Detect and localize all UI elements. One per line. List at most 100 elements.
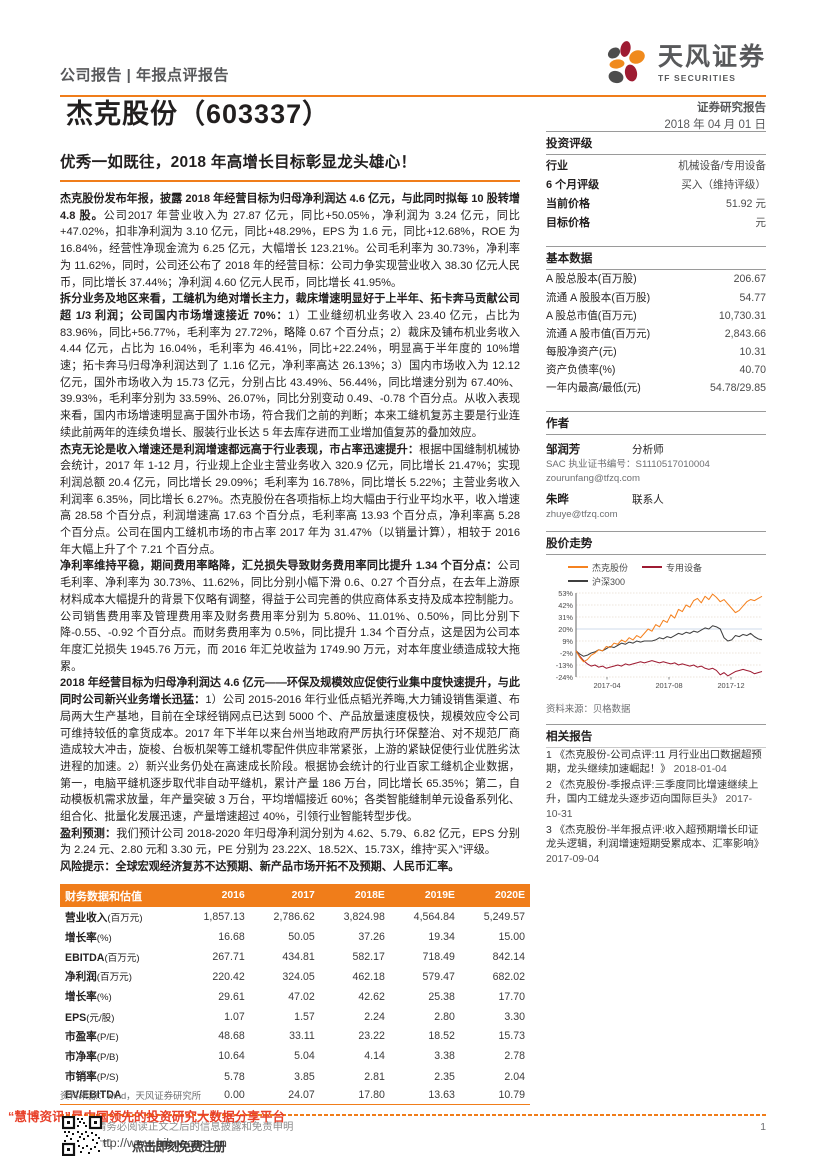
table-row: EV/EBITDA 0.00 24.07 17.80 13.63 10.79: [60, 1086, 530, 1105]
financial-summary-table: 财务数据和估值 2016 2017 2018E 2019E 2020E 营业收入…: [60, 884, 530, 1105]
basic-data-value: 40.70: [739, 364, 766, 377]
table-cell: 29.61: [218, 990, 245, 1003]
paragraph-2-text: 1）工业缝纫机业务收入 23.40 亿元，占比为 83.96%，同比+56.77…: [60, 309, 520, 439]
col-2016: 2016: [179, 884, 250, 907]
table-cell: 2.24: [364, 1010, 385, 1023]
author-detail: zhuye@tfzq.com: [546, 509, 618, 521]
watermark-cta[interactable]: 点击即刻免费注册: [132, 1140, 226, 1154]
author-email[interactable]: zourunfang@tfzq.com: [546, 472, 640, 484]
basic-data-row: 每股净资产(元) 10.31: [546, 343, 766, 361]
table-cell: 17.80: [319, 1086, 390, 1105]
table-cell: 4,564.84: [413, 911, 455, 924]
brand-logo: 天风证券 TF SECURITIES: [604, 40, 766, 89]
related-divider: [546, 746, 766, 748]
rating-value: 买入（维持评级）: [681, 178, 766, 191]
table-cell: 2.78: [504, 1050, 525, 1063]
table-cell: 3.38: [434, 1050, 455, 1063]
basic-data-label: 流通 A 股市值(百万元): [546, 327, 651, 340]
table-row: 市销率(P/S) 5.78 3.85 2.81 2.35 2.04: [60, 1067, 530, 1087]
rating-value: 元: [755, 217, 766, 230]
table-cell: 220.42: [212, 970, 245, 983]
table-cell: 842.14: [492, 950, 525, 963]
basic-data-value: 206.67: [733, 273, 766, 286]
basic-data-label: 流通 A 股股本(百万股): [546, 291, 651, 304]
rating-row: 6 个月评级 买入（维持评级）: [546, 174, 766, 193]
qr-code-icon[interactable]: [61, 1115, 103, 1157]
basic-data-row: 资产负债率(%) 40.70: [546, 361, 766, 379]
rating-label: 行业: [546, 159, 568, 172]
page-title: 杰克股份（603337）: [66, 99, 331, 129]
paragraph-4: 净利率维持平稳，期间费用率略降，汇兑损失导致财务费用率同比提升 1.34 个百分…: [60, 558, 520, 675]
rating-label: 6 个月评级: [546, 178, 600, 191]
chart-divider: [546, 553, 766, 555]
row-label: 市销率(P/S): [65, 1071, 119, 1084]
footer-url[interactable]: http://www.hibor.com.cn: [96, 1136, 227, 1150]
related-top-divider: [546, 723, 766, 725]
table-cell: 3,824.98: [343, 911, 385, 924]
table-cell: 19.34: [428, 931, 455, 944]
table-cell: 50.05: [288, 931, 315, 944]
authors-top-divider: [546, 411, 766, 413]
related-report-item[interactable]: 2 《杰克股份-季报点评:三季度同比增速继续上升，国内工缝龙头逐步迈向国际巨头》…: [546, 779, 759, 820]
basic-data-row: 流通 A 股市值(百万元) 2,843.66: [546, 324, 766, 342]
table-body: 营业收入(百万元) 1,857.13 2,786.62 3,824.98 4,564.8…: [60, 907, 530, 1105]
table-cell: 0.00: [179, 1086, 250, 1105]
svg-text:-13%: -13%: [556, 661, 574, 670]
table-cell: 23.22: [358, 1030, 385, 1043]
author-role: 分析师: [632, 444, 664, 457]
author-entry: 朱晔 联系人 zhuye@tfzq.com: [546, 490, 766, 522]
logo-text-cn: 天风证券: [657, 42, 766, 71]
page-number: 1: [760, 1122, 766, 1133]
financial-table-source: 资料来源：wind，天风证券研究所: [60, 1090, 202, 1101]
logo-text-en: TF SECURITIES: [657, 72, 737, 83]
page-header: 公司报告 | 年报点评报告 天风证券 TF SECURITIES: [60, 40, 766, 97]
table-cell: 37.26: [358, 931, 385, 944]
row-label: 市盈率(P/E): [65, 1030, 119, 1043]
paragraph-7-lead: 风险提示：全球宏观经济复苏不达预期、新产品市场开拓不及预期、人民币汇率。: [60, 861, 460, 874]
table-cell: 1.57: [294, 1010, 315, 1023]
col-2017: 2017: [249, 884, 320, 907]
header-divider: [60, 95, 766, 97]
table-cell: 267.71: [212, 950, 245, 963]
related-report-item[interactable]: 1 《杰克股份-公司点评:11 月行业出口数据超预期，龙头继续加速崛起！》 20…: [546, 749, 762, 776]
footer-disclaimer: 请务必阅读正文之后的信息披露和免责申明: [96, 1122, 294, 1133]
table-cell: 24.07: [249, 1086, 320, 1105]
basic-data-label: 资产负债率(%): [546, 364, 616, 377]
col-2018E: 2018E: [319, 884, 390, 907]
table-cell: 718.49: [422, 950, 455, 963]
basic-data-rows: A 股总股本(百万股) 206.67 流通 A 股股本(百万股) 54.77 A 股总市…: [546, 270, 766, 397]
author-detail: SAC 执业证书编号：S1110517010004: [546, 459, 710, 471]
row-label: EPS(元/股): [65, 1011, 115, 1024]
table-cell: 2.81: [364, 1070, 385, 1083]
paragraph-1-lead: 杰克股份发布年报，披露 2018 年经营目标为归母净利润达 4.6 亿元，与此同…: [60, 193, 520, 222]
paragraph-5-lead: 2018 年经营目标为归母净利润达 4.6 亿元——环保及规模效应促使行业集中度…: [60, 677, 520, 707]
footer-divider: [60, 1114, 766, 1116]
rating-row: 当前价格 51.92 元: [546, 193, 766, 212]
basic-data-row: A 股总股本(百万股) 206.67: [546, 270, 766, 288]
table-row: 净利润(百万元) 220.42 324.05 462.18 579.47 682.02: [60, 967, 530, 987]
related-report-item[interactable]: 3 《杰克股份-半年报点评:收入超预期增长印证龙头逻辑，利润增速短期受累成本、汇…: [546, 824, 765, 865]
table-cell: 2.35: [434, 1070, 455, 1083]
table-row: 市净率(P/B) 10.64 5.04 4.14 3.38 2.78: [60, 1046, 530, 1066]
chart-source: 资料来源：贝格数据: [546, 702, 631, 714]
table-header-row: 财务数据和估值 2016 2017 2018E 2019E 2020E: [60, 884, 530, 907]
legend-label: 沪深300: [592, 576, 626, 587]
related-reports-list: 1 《杰克股份-公司点评:11 月行业出口数据超预期，龙头继续加速崛起！》 20…: [546, 749, 766, 868]
pointing-hand-icon: ☜: [99, 1135, 113, 1152]
rating-row: 行业 机械设备/专用设备: [546, 155, 766, 174]
basic-data-value: 2,843.66: [724, 327, 766, 340]
paragraph-3: 杰克无论是收入增速还是利润增速都远高于行业表现，市占率迅速提升：根据中国缝制机械…: [60, 442, 520, 559]
paragraph-3-text: 根据中国缝制机械协会统计，2017 年 1-12 月，行业规上企业主营业务收入 …: [60, 443, 520, 556]
table-cell: 15.00: [498, 931, 525, 944]
svg-text:31%: 31%: [558, 613, 573, 622]
table-cell: 3.85: [294, 1070, 315, 1083]
table-cell: 579.47: [422, 970, 455, 983]
table-title-cell: 财务数据和估值: [60, 884, 180, 907]
paragraph-2: 拆分业务及地区来看，工缝机为绝对增长主力，裁床增速明显好于上半年、拓卡奔马贡献公…: [60, 291, 520, 441]
svg-text:-24%: -24%: [556, 673, 574, 682]
table-cell: 682.02: [492, 970, 525, 983]
paragraph-4-lead: 净利率维持平稳，期间费用率略降，汇兑损失导致财务费用率同比提升 1.34 个百分…: [60, 560, 498, 573]
paragraph-4-text: 公司毛利率、净利率为 30.73%、11.62%，同比分别小幅下滑 0.6、0.…: [60, 560, 520, 673]
row-label: 增长率(%): [65, 931, 112, 944]
